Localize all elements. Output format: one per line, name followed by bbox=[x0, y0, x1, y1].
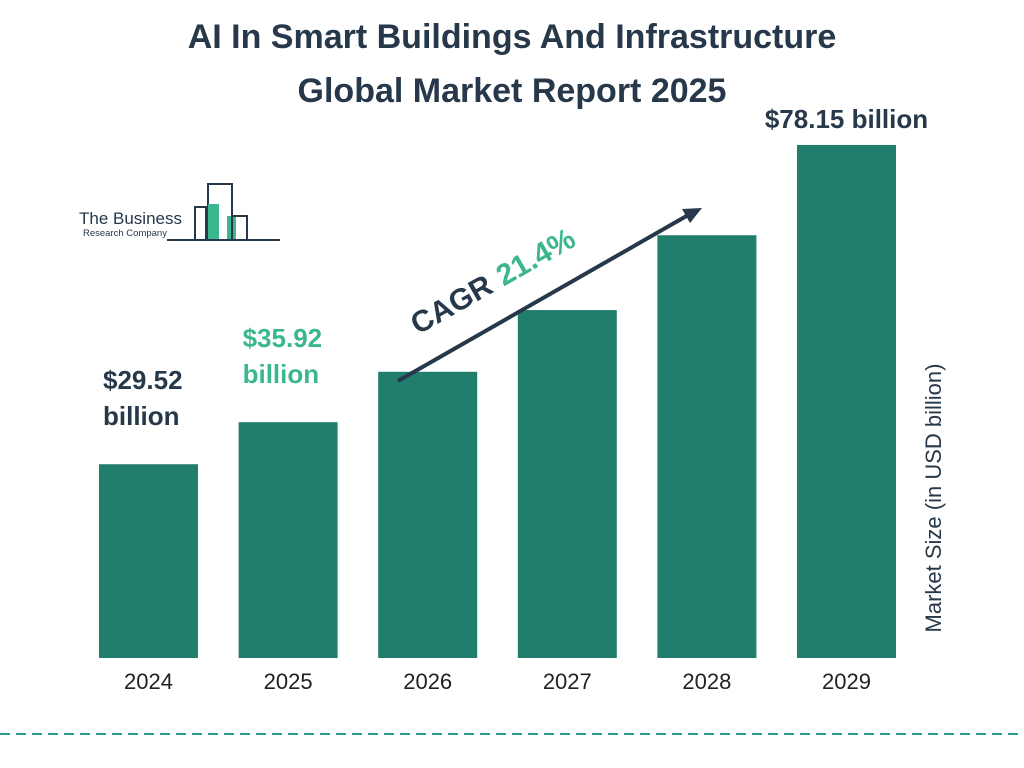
y-axis-label: Market Size (in USD billion) bbox=[921, 364, 946, 633]
bar-2025 bbox=[238, 422, 338, 658]
bar-2028 bbox=[657, 235, 757, 658]
company-logo: The Business Research Company bbox=[79, 183, 280, 241]
title-line-1: AI In Smart Buildings And Infrastructure bbox=[187, 18, 837, 56]
x-tick-2025: 2025 bbox=[264, 669, 313, 694]
bars-group bbox=[99, 144, 896, 658]
logo-subtitle: Research Company bbox=[83, 228, 167, 239]
bar-2024 bbox=[99, 464, 198, 658]
logo-name: The Business bbox=[79, 209, 182, 228]
data-label-2029: $78.15 billion bbox=[765, 104, 928, 134]
data-label-2024: $29.52 billion bbox=[103, 365, 183, 431]
cagr-arrow bbox=[397, 208, 702, 383]
x-tick-2028: 2028 bbox=[682, 669, 731, 694]
data-label-2025: $35.92 billion bbox=[243, 323, 323, 389]
bar-2029 bbox=[797, 144, 896, 658]
bar-2026 bbox=[378, 371, 478, 658]
chart-title: AI In Smart Buildings And Infrastructure… bbox=[0, 10, 1024, 118]
x-tick-2027: 2027 bbox=[543, 669, 592, 694]
x-tick-2029: 2029 bbox=[822, 669, 871, 694]
bar-2027 bbox=[517, 310, 617, 658]
x-tick-2026: 2026 bbox=[403, 669, 452, 694]
x-tick-2024: 2024 bbox=[124, 669, 173, 694]
data-labels: $29.52 billion $35.92 billion $78.15 billion bbox=[103, 104, 928, 431]
title-line-2: Global Market Report 2025 bbox=[297, 72, 727, 110]
x-axis-tick-labels: 2024 2025 2026 2027 2028 2029 bbox=[124, 669, 871, 694]
